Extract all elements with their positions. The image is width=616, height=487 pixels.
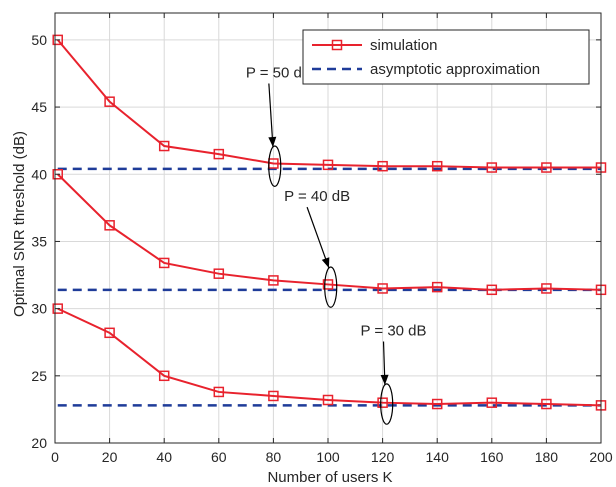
simulation-point: [541, 283, 552, 294]
annotation-arrow-head-1: [321, 257, 330, 268]
simulation-point: [104, 327, 115, 339]
y-tick-label: 25: [31, 368, 47, 384]
simulation-point: [104, 96, 115, 107]
legend-simulation-label: simulation: [370, 37, 438, 54]
x-tick-label: 20: [102, 449, 118, 465]
simulation-point: [431, 160, 443, 172]
simulation-line-0: [56, 39, 601, 169]
simulation-point: [158, 140, 170, 152]
annotation-ellipse-2: [380, 383, 394, 425]
simulation-point: [213, 268, 225, 279]
annotation-label-1: P = 40 dB: [284, 188, 350, 205]
simulation-point: [322, 394, 334, 406]
x-tick-label: 120: [371, 449, 395, 465]
x-tick-label: 80: [266, 449, 282, 465]
axis-ticks: 0 20 40 60 80 100 120 140 160 180 2002025303540455…: [31, 13, 613, 465]
simulation-point: [431, 398, 443, 410]
y-tick-label: 35: [31, 233, 47, 249]
annotation-arrow-head-0: [268, 136, 277, 148]
simulation-point: [268, 390, 279, 402]
x-axis-label: Number of users K: [267, 469, 392, 486]
annotation-label-2: P = 30 dB: [361, 323, 427, 340]
simulation-line-1: [57, 173, 602, 291]
simulation-point: [322, 279, 334, 290]
y-tick-label: 30: [31, 301, 47, 317]
x-tick-label: 160: [480, 449, 504, 465]
simulation-point: [377, 283, 388, 294]
y-tick-label: 45: [31, 99, 47, 115]
simulation-point: [52, 34, 63, 46]
annotation-ellipse-0: [268, 145, 282, 187]
simulation-point: [104, 220, 115, 231]
legend-asymptotic-label: asymptotic approximation: [370, 61, 540, 78]
simulation-point: [486, 397, 498, 408]
simulation-point: [52, 169, 63, 180]
simulation-point: [158, 370, 170, 382]
legend-box: [302, 29, 590, 85]
simulation-point: [377, 160, 388, 172]
legend-simulation-marker: [331, 39, 343, 51]
annotation-label-0: P = 50 dB: [246, 65, 312, 82]
legend: simulation asymptotic approximation: [302, 29, 590, 85]
x-tick-label: 100: [316, 449, 340, 465]
annotation-ellipse-1: [324, 266, 338, 308]
y-tick-label: 50: [31, 32, 47, 48]
simulation-point: [431, 281, 443, 293]
y-tick-label: 40: [31, 166, 47, 182]
y-tick-label: 20: [31, 435, 47, 451]
simulation-point: [213, 386, 225, 398]
x-tick-label: 180: [535, 449, 559, 465]
simulation-point: [322, 159, 334, 171]
annotation-arrow-line-1: [306, 206, 330, 269]
simulation-point: [158, 257, 170, 269]
x-tick-label: 40: [156, 449, 172, 465]
simulation-point: [213, 148, 225, 160]
x-tick-label: 60: [211, 449, 227, 465]
simulation-lines: [52, 34, 607, 411]
simulation-point: [541, 162, 552, 173]
annotations: P = 50 dB P = 40 dB P = 30 dB: [246, 65, 427, 425]
annotation-arrow-line-0: [268, 83, 274, 148]
simulation-point: [486, 284, 498, 296]
simulation-point: [268, 275, 279, 286]
simulation-point: [541, 398, 552, 410]
simulation-line-2: [57, 307, 602, 407]
simulation-point: [377, 397, 388, 408]
x-tick-label: 140: [426, 449, 450, 465]
annotation-arrow-head-2: [380, 374, 389, 385]
simulation-point: [52, 303, 63, 314]
y-axis-label: Optimal SNR threshold (dB): [11, 131, 28, 317]
x-tick-label: 0: [51, 449, 59, 465]
x-tick-label: 200: [589, 449, 613, 465]
simulation-point: [486, 162, 498, 173]
